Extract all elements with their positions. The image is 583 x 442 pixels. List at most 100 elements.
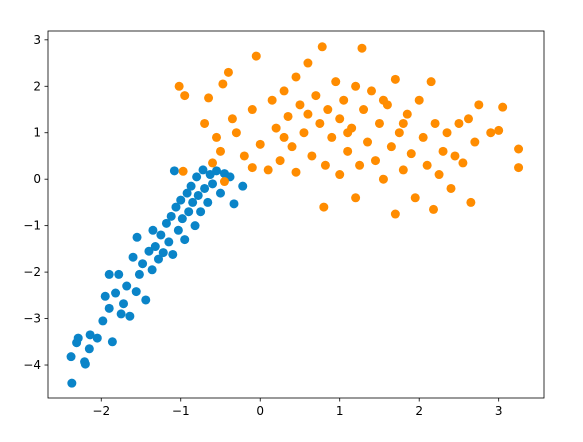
point xyxy=(104,269,114,279)
point xyxy=(343,128,353,138)
point xyxy=(429,204,439,214)
y-tick-label: −2 xyxy=(23,265,41,279)
y-tick-label: 2 xyxy=(33,79,41,93)
point xyxy=(193,190,203,200)
point xyxy=(422,160,432,170)
point xyxy=(182,188,192,198)
point xyxy=(177,214,187,224)
point xyxy=(470,137,480,147)
point xyxy=(390,209,400,219)
point xyxy=(414,95,424,105)
point xyxy=(263,165,273,175)
point xyxy=(514,163,524,173)
point xyxy=(303,109,313,119)
point xyxy=(438,146,448,156)
point xyxy=(343,146,353,156)
point xyxy=(247,105,257,115)
point xyxy=(418,132,428,142)
point xyxy=(132,232,142,242)
point xyxy=(150,242,160,252)
point xyxy=(223,67,233,77)
point xyxy=(315,118,325,128)
point xyxy=(196,207,206,217)
point xyxy=(498,102,508,112)
point xyxy=(200,183,210,193)
y-tick-label: −1 xyxy=(23,219,41,233)
y-tick-label: 0 xyxy=(33,172,41,186)
point xyxy=(430,118,440,128)
point xyxy=(402,109,412,119)
point xyxy=(219,177,229,187)
x-tick-label: 0 xyxy=(256,404,264,418)
point xyxy=(131,287,141,297)
point xyxy=(319,202,329,212)
point xyxy=(100,291,110,301)
point xyxy=(173,225,183,235)
point xyxy=(327,132,337,142)
y-tick-label: −4 xyxy=(23,358,41,372)
point xyxy=(134,269,144,279)
point xyxy=(212,132,222,142)
point xyxy=(80,357,90,367)
point xyxy=(486,128,496,138)
point xyxy=(174,81,184,91)
point xyxy=(255,139,265,149)
point xyxy=(287,142,297,152)
point xyxy=(359,105,369,115)
point xyxy=(374,118,384,128)
point xyxy=(203,197,213,207)
plot-frame xyxy=(47,30,545,399)
point xyxy=(335,170,345,180)
point xyxy=(311,91,321,101)
point xyxy=(104,303,114,313)
point xyxy=(454,118,464,128)
point xyxy=(238,181,248,191)
point xyxy=(271,123,281,133)
point xyxy=(180,91,190,101)
point xyxy=(66,352,76,362)
point xyxy=(398,118,408,128)
point xyxy=(339,95,349,105)
point xyxy=(450,151,460,161)
point xyxy=(279,86,289,96)
point xyxy=(119,299,129,309)
point xyxy=(107,337,117,347)
point xyxy=(166,211,176,221)
point xyxy=(180,235,190,245)
point xyxy=(386,142,396,152)
x-tick-label: 2 xyxy=(415,404,423,418)
point xyxy=(291,167,301,177)
point xyxy=(208,158,218,168)
point xyxy=(275,156,285,166)
y-tick-label: 3 xyxy=(33,33,41,47)
point xyxy=(355,160,365,170)
point xyxy=(204,93,214,103)
point xyxy=(291,72,301,82)
x-tick-label: 1 xyxy=(336,404,344,418)
point xyxy=(494,125,504,135)
point xyxy=(141,295,151,305)
point xyxy=(514,144,524,154)
point xyxy=(458,158,468,168)
point xyxy=(317,42,327,52)
point xyxy=(370,156,380,166)
point xyxy=(147,265,157,275)
point xyxy=(176,195,186,205)
point xyxy=(426,77,436,87)
point xyxy=(320,160,330,170)
point xyxy=(200,118,210,128)
point xyxy=(446,183,456,193)
point xyxy=(378,174,388,184)
point xyxy=(331,77,341,87)
point xyxy=(351,81,361,91)
point xyxy=(434,170,444,180)
point xyxy=(208,179,218,189)
point xyxy=(125,311,135,321)
point xyxy=(247,163,257,173)
y-tick-label: −3 xyxy=(23,312,41,326)
point xyxy=(351,193,361,203)
point xyxy=(231,128,241,138)
point xyxy=(363,137,373,147)
point xyxy=(357,43,367,53)
